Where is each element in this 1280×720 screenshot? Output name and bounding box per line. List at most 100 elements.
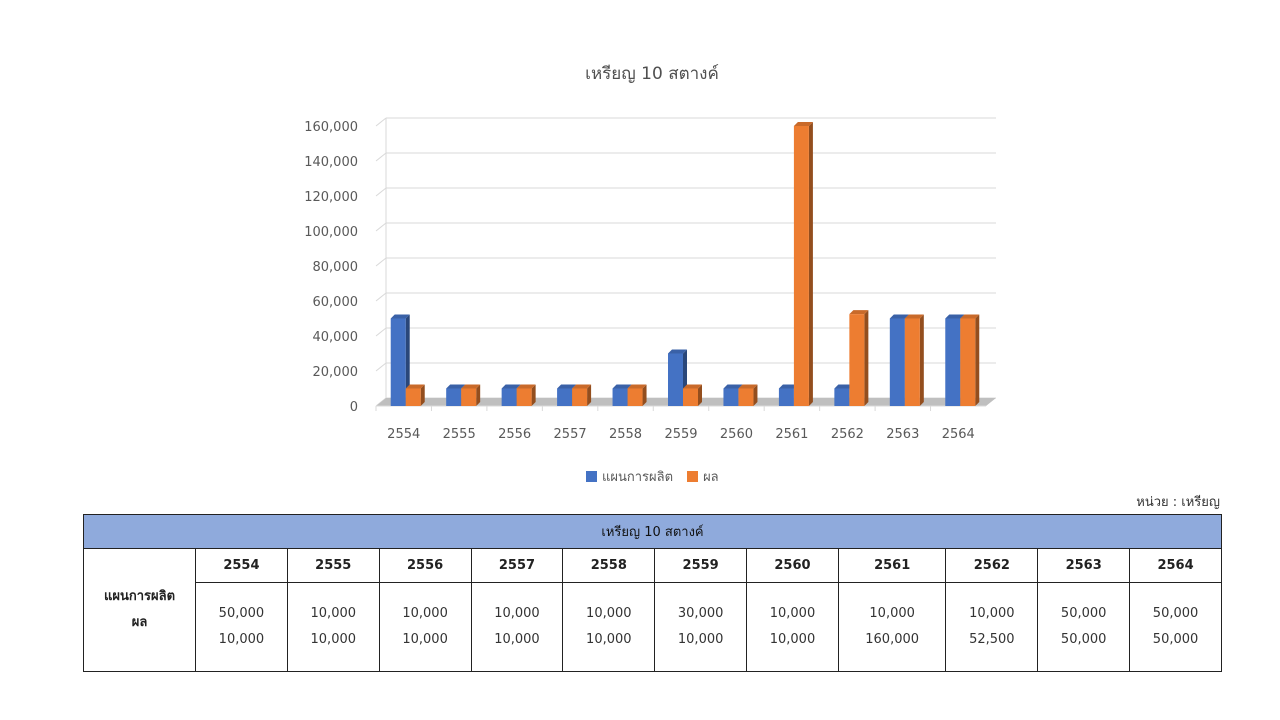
table-title: เหรียญ 10 สตางค์ (83, 514, 1222, 549)
table-value-cell: 50,000 50,000 (1129, 582, 1222, 672)
plan-value: 30,000 (677, 606, 724, 621)
table-year-header: 2564 (1129, 548, 1222, 583)
x-tick-label: 2558 (609, 427, 642, 442)
side-gridline (375, 152, 387, 162)
bar-top-plan (778, 384, 798, 389)
bar-top-result (405, 384, 425, 389)
plan-value: 50,000 (1152, 606, 1199, 621)
table-year-header: 2561 (837, 548, 947, 583)
x-tick-label: 2559 (664, 427, 697, 442)
bar-result (572, 388, 588, 406)
result-value: 10,000 (310, 632, 357, 647)
legend-swatch-plan (586, 471, 597, 482)
bar-plan (723, 388, 739, 406)
bar-side-result (864, 310, 869, 406)
bar-top-result (572, 384, 592, 389)
table-value-row: 50,000 10,000 10,000 10,000 10,000 10,000 10,0… (84, 582, 1222, 672)
bar-top-result (849, 310, 869, 315)
chart-legend: แผนการผลิต ผล (586, 466, 733, 487)
y-tick-label: 140,000 (304, 155, 358, 170)
result-value: 10,000 (494, 632, 540, 647)
x-tick-label: 2564 (942, 427, 975, 442)
y-tick-label: 20,000 (313, 365, 359, 380)
bar-top-result (960, 314, 980, 319)
bar-plan (501, 388, 517, 406)
table-year-header: 2555 (286, 548, 380, 583)
bar-plan (668, 353, 683, 406)
bar-side-result (476, 384, 481, 406)
bar-side-result (919, 314, 924, 406)
bar-top-plan (668, 349, 687, 354)
table-year-header: 2560 (746, 548, 839, 583)
x-tick-label: 2557 (554, 427, 587, 442)
legend-item-result: ผล (687, 466, 719, 487)
table-year-header: 2556 (378, 548, 472, 583)
bar-top-plan (390, 314, 410, 319)
bar-result (516, 388, 532, 406)
result-value: 160,000 (865, 632, 920, 647)
table-year-row: แผนการผลิต ผล 2554 2555 2556 2557 2558 2559 25… (83, 548, 1222, 672)
bar-top-plan (501, 384, 521, 389)
bar-result (683, 388, 698, 406)
y-tick-label: 80,000 (313, 260, 359, 275)
result-value: 10,000 (677, 632, 724, 647)
x-tick-label: 2561 (775, 427, 808, 442)
bar-top-plan (723, 384, 743, 389)
bar-result (461, 388, 477, 406)
plan-value: 10,000 (869, 606, 915, 621)
bar-result (849, 314, 865, 406)
side-gridline (375, 327, 387, 337)
bar-side-result (531, 384, 536, 406)
result-value: 52,500 (969, 632, 1015, 647)
bar-top-result (793, 122, 813, 126)
bar-top-result (683, 384, 702, 389)
chart-title: เหรียญ 10 สตางค์ (585, 64, 719, 84)
side-gridline (375, 362, 387, 372)
side-gridline (375, 292, 387, 302)
bar-chart: 0 20,000 40,000 60,000 80,000 100,000 120,000 1… (304, 117, 996, 442)
plan-value: 50,000 (218, 606, 265, 621)
legend-item-plan: แผนการผลิต (586, 466, 673, 487)
plan-value: 50,000 (1060, 606, 1107, 621)
table-value-cell: 10,000 10,000 (470, 582, 564, 672)
legend-label-plan: แผนการผลิต (602, 470, 674, 485)
x-tick-label: 2560 (720, 427, 753, 442)
table-title-row: เหรียญ 10 สตางค์ (83, 514, 1222, 549)
plan-value: 10,000 (494, 606, 540, 621)
bar-top-result (738, 384, 758, 389)
bar-side-result (587, 384, 592, 406)
table-value-cell: 10,000 10,000 (746, 582, 839, 672)
legend-swatch-result (687, 471, 699, 482)
x-tick-label: 2554 (387, 427, 420, 442)
plan-value: 10,000 (402, 606, 448, 621)
x-tick-label: 2562 (831, 427, 864, 442)
table-year-header: 2554 (195, 548, 288, 583)
y-tick-label: 60,000 (313, 295, 359, 310)
bar-top-plan (945, 314, 965, 319)
plan-value: 10,000 (310, 606, 357, 621)
table-value-cell: 50,000 50,000 (1037, 582, 1131, 672)
data-table: เหรียญ 10 สตางค์ แผนการผลิต ผล 2554 2555 2… (83, 514, 1222, 672)
result-value: 50,000 (1152, 632, 1199, 647)
bar-result (405, 388, 421, 406)
y-tick-label: 0 (350, 400, 358, 415)
bar-top-plan (889, 314, 909, 319)
x-tick-label: 2555 (443, 427, 476, 442)
bar-top-result (904, 314, 924, 319)
table-year-header: 2562 (945, 548, 1039, 583)
unit-label: หน่วย : เหรียญ (1136, 495, 1220, 510)
bar-result (960, 318, 976, 406)
legend-label-result: ผล (703, 470, 719, 485)
row-label-result: ผล (131, 615, 148, 630)
bar-top-plan (612, 384, 632, 389)
table-value-cell: 10,000 10,000 (562, 582, 656, 672)
table-year-header: 2563 (1037, 548, 1131, 583)
table-year-header: 2557 (470, 548, 564, 583)
table-value-cell: 50,000 10,000 (195, 582, 288, 672)
table-value-cell: 30,000 10,000 (654, 582, 748, 672)
result-value: 10,000 (218, 632, 265, 647)
bar-result (793, 126, 809, 406)
bar-result (738, 388, 754, 406)
bar-top-plan (834, 384, 854, 389)
bar-plan (390, 318, 406, 406)
